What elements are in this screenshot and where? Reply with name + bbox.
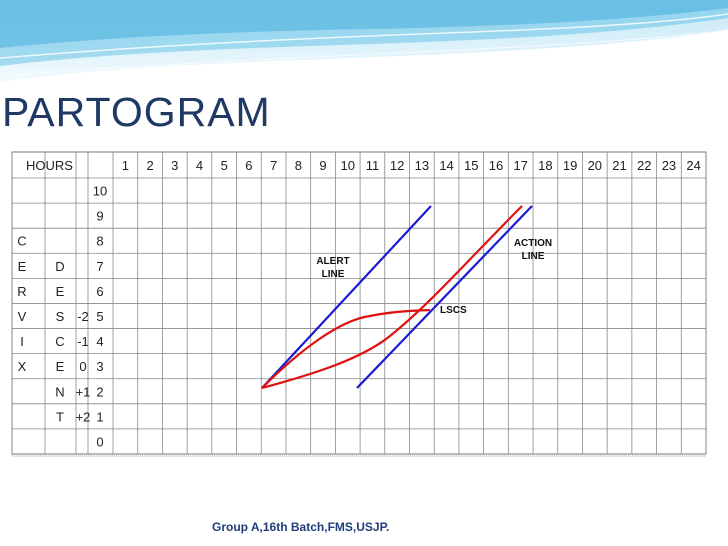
hour-label: 11 <box>366 158 380 173</box>
cervix-letter: X <box>18 359 27 374</box>
hour-label: 13 <box>415 158 429 173</box>
grid-lines <box>11 152 707 454</box>
alert-line-label: ALERT <box>316 256 349 267</box>
dilatation-value: 10 <box>93 184 107 199</box>
hour-label: 18 <box>538 158 552 173</box>
hour-label: 21 <box>612 158 626 173</box>
hour-label: 19 <box>563 158 577 173</box>
station-value: +2 <box>76 409 91 424</box>
station-value: +1 <box>76 384 91 399</box>
hour-label: 10 <box>340 158 354 173</box>
descent-letter: N <box>55 384 64 399</box>
hour-label: 14 <box>439 158 453 173</box>
dilatation-value: 3 <box>96 359 103 374</box>
slide-title: PARTOGRAM <box>2 89 271 135</box>
hour-label: 5 <box>221 158 228 173</box>
progress-curve-upper <box>261 308 431 389</box>
dilatation-value: 2 <box>96 384 103 399</box>
lscs-label: LSCS <box>440 305 467 316</box>
cervix-letter: C <box>17 234 26 249</box>
hour-label: 16 <box>489 158 503 173</box>
chart-frame <box>11 151 707 455</box>
cervix-letter: V <box>18 309 27 324</box>
dilatation-value: 1 <box>96 409 103 424</box>
descent-letter: E <box>56 359 65 374</box>
hour-label: 24 <box>686 158 700 173</box>
hour-label: 23 <box>662 158 676 173</box>
hour-label: 1 <box>122 158 129 173</box>
cervix-letter: I <box>20 334 24 349</box>
descent-letter: T <box>56 409 64 424</box>
station-value: -2 <box>77 309 89 324</box>
dilatation-value: 4 <box>96 334 103 349</box>
hour-label: 22 <box>637 158 651 173</box>
hour-label: 20 <box>588 158 602 173</box>
action-line-label-2: LINE <box>522 251 545 262</box>
header-wave-banner <box>0 0 728 82</box>
hour-label: 15 <box>464 158 478 173</box>
descent-letter: D <box>55 259 64 274</box>
alert-line <box>261 205 432 389</box>
hour-label: 3 <box>171 158 178 173</box>
dilatation-value: 9 <box>96 209 103 224</box>
alert-line-label-2: LINE <box>322 269 345 280</box>
hour-label: 7 <box>270 158 277 173</box>
progress-curve-lower <box>261 205 523 390</box>
hour-label: 9 <box>319 158 326 173</box>
descent-letter: C <box>55 334 64 349</box>
action-line-label: ACTION <box>514 238 552 249</box>
action-line <box>356 205 533 389</box>
dilatation-value: 8 <box>96 234 103 249</box>
dilatation-value: 7 <box>96 259 103 274</box>
hour-label: 8 <box>295 158 302 173</box>
hour-label: 12 <box>390 158 404 173</box>
dilatation-value: 0 <box>96 434 103 449</box>
hour-label: 17 <box>513 158 527 173</box>
hour-label: 4 <box>196 158 203 173</box>
hours-header: HOURS <box>26 158 73 173</box>
cervix-letter: E <box>18 259 27 274</box>
hour-labels: 1 2 3 4 5 6 7 8 9 10 11 12 13 14 15 16 17 18 19 20 21 22 23 24 <box>122 158 701 173</box>
hour-label: 6 <box>245 158 252 173</box>
dilatation-value: 5 <box>96 309 103 324</box>
hour-label: 2 <box>146 158 153 173</box>
dilatation-value: 6 <box>96 284 103 299</box>
slide-footer: Group A,16th Batch,FMS,USJP. <box>212 520 390 534</box>
station-value: 0 <box>79 359 86 374</box>
descent-letter: S <box>56 309 65 324</box>
cervix-letter: R <box>17 284 26 299</box>
station-value: -1 <box>77 334 89 349</box>
descent-letter: E <box>56 284 65 299</box>
station-values: -2 -1 0 +1 +2 <box>76 309 91 424</box>
